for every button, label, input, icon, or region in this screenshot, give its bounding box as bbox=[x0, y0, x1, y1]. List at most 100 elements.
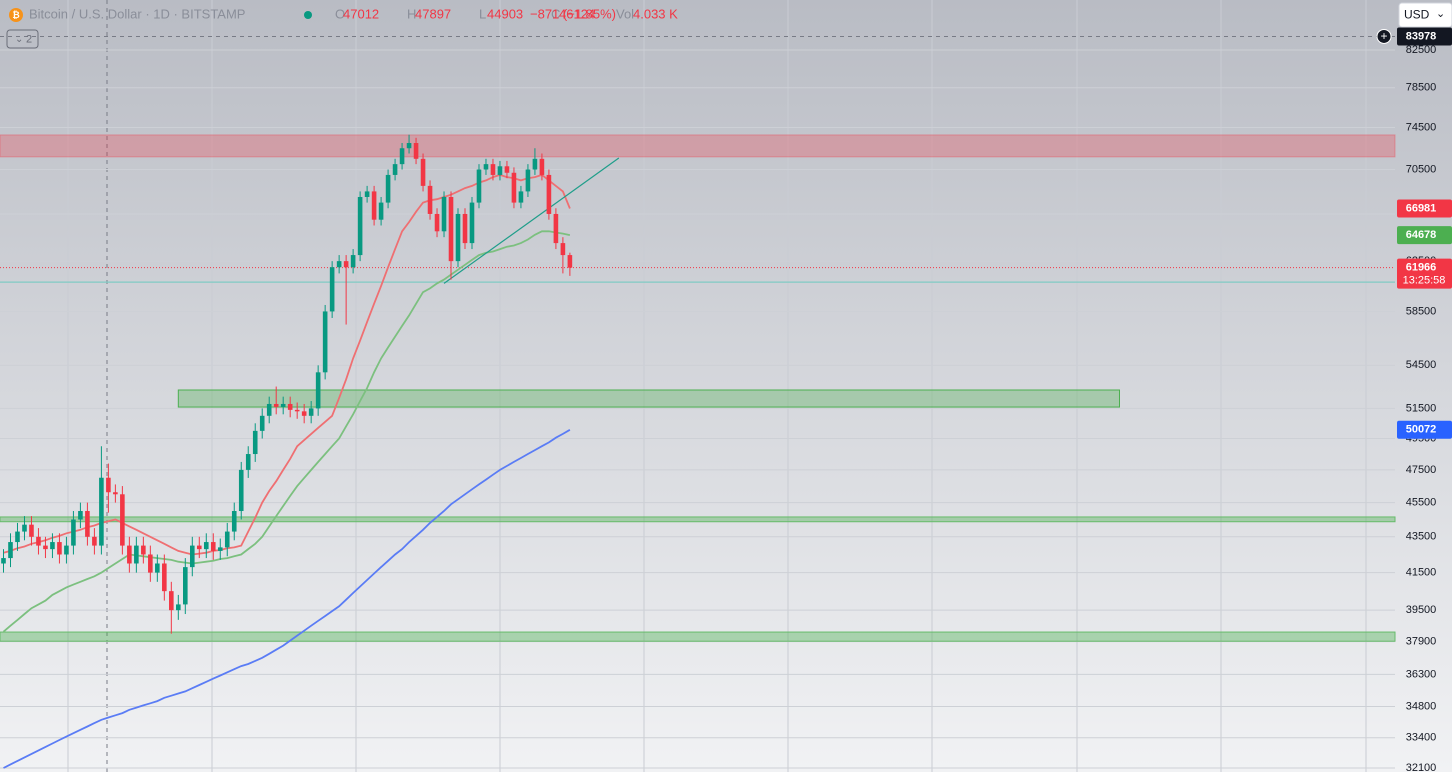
y-tick-label: 39500 bbox=[1406, 604, 1437, 616]
legend-volume-label: Vol bbox=[616, 6, 634, 21]
moving-average bbox=[3, 429, 571, 769]
currency-chevron: ⌄ bbox=[1436, 8, 1445, 20]
y-tick-label: 78500 bbox=[1406, 82, 1437, 94]
y-tick-label: 33400 bbox=[1406, 732, 1437, 744]
moving-average bbox=[3, 173, 571, 556]
candle-body bbox=[203, 542, 209, 550]
candle-body bbox=[78, 511, 83, 520]
moving-average bbox=[2, 230, 571, 633]
candle-body bbox=[329, 267, 335, 312]
candle-body bbox=[148, 554, 153, 573]
candle-body bbox=[162, 563, 167, 592]
candle-body bbox=[413, 143, 419, 159]
legend-close: 46124 bbox=[559, 6, 595, 21]
candle-body bbox=[434, 213, 440, 232]
y-tick-label: 58500 bbox=[1406, 305, 1437, 317]
candle-body bbox=[546, 174, 552, 214]
candle-body bbox=[315, 372, 321, 409]
y-tick-label: 74500 bbox=[1406, 121, 1437, 133]
candle-body bbox=[567, 255, 573, 268]
candle-body bbox=[189, 545, 195, 568]
candle-body bbox=[57, 542, 62, 555]
candle-body bbox=[364, 191, 370, 197]
candle-body bbox=[224, 531, 230, 548]
candle-body bbox=[217, 547, 223, 551]
candle-body bbox=[420, 158, 426, 186]
y-tick-label: 41500 bbox=[1406, 567, 1437, 579]
candle-body bbox=[399, 148, 405, 165]
legend-volume: 4.033 K bbox=[633, 6, 678, 21]
candle-body bbox=[532, 158, 538, 170]
candle-body bbox=[392, 164, 398, 175]
legend-field-label: O bbox=[335, 6, 345, 21]
ma-price-label-box bbox=[1397, 199, 1452, 218]
currency-select[interactable] bbox=[1398, 2, 1452, 28]
ma-price-label: 66981 bbox=[1406, 202, 1437, 214]
y-tick-label: 82500 bbox=[1406, 44, 1437, 56]
candle-body bbox=[106, 477, 111, 493]
candle-body bbox=[134, 545, 139, 564]
candle-body bbox=[22, 524, 27, 532]
candle-body bbox=[462, 213, 468, 244]
candle-body bbox=[322, 311, 328, 373]
candle-body bbox=[490, 164, 496, 175]
candle-body bbox=[350, 255, 356, 268]
candle-body bbox=[427, 185, 433, 214]
candle-body bbox=[406, 143, 412, 149]
y-tick-label: 37900 bbox=[1406, 636, 1437, 648]
candle-body bbox=[336, 261, 342, 268]
candle-body bbox=[553, 213, 559, 244]
candle-body bbox=[455, 213, 461, 262]
vertical-grid bbox=[67, 0, 1367, 772]
candle-body bbox=[141, 545, 146, 555]
candle-body bbox=[560, 243, 566, 256]
symbol-title: Bitcoin / U.S. Dollar · 1D · BITSTAMP bbox=[29, 6, 245, 21]
collapse-button[interactable] bbox=[6, 29, 39, 49]
legend-high: 47897 bbox=[415, 6, 451, 21]
candle-body bbox=[252, 430, 258, 455]
crosshair-price-label: 83978 bbox=[1406, 30, 1437, 42]
candle-body bbox=[92, 536, 97, 546]
candle-body bbox=[483, 164, 489, 170]
y-tick-label: 36300 bbox=[1406, 668, 1437, 680]
candle-body bbox=[155, 563, 160, 573]
currency-label: USD bbox=[1404, 8, 1430, 22]
candle-body bbox=[169, 591, 174, 611]
candle-body bbox=[176, 604, 181, 611]
candle-body bbox=[294, 409, 300, 412]
candle-body bbox=[259, 415, 265, 431]
ma-price-label-box bbox=[1397, 226, 1452, 245]
candle-body bbox=[210, 542, 216, 551]
candle-body bbox=[525, 169, 531, 192]
candle-body bbox=[127, 545, 132, 564]
crosshair-price-label-box bbox=[1397, 27, 1452, 46]
legend-field-label: L bbox=[479, 6, 486, 21]
candle-body bbox=[29, 524, 34, 537]
candle-body bbox=[245, 454, 251, 470]
last-price-label: 61966 bbox=[1406, 262, 1437, 274]
price-zone bbox=[0, 631, 1396, 642]
candle-body bbox=[266, 403, 272, 416]
price-zone bbox=[0, 134, 1396, 158]
candle-body bbox=[511, 172, 517, 203]
candle-body bbox=[64, 545, 69, 555]
y-tick-label: 51500 bbox=[1406, 402, 1437, 414]
candle-body bbox=[287, 403, 293, 410]
candle-body bbox=[273, 403, 279, 407]
add-alert-glyph: + bbox=[1380, 29, 1387, 43]
legend-change: −871 (−1.85%) bbox=[530, 6, 616, 21]
candle-body bbox=[343, 261, 349, 268]
market-status bbox=[304, 11, 312, 19]
candle-body bbox=[441, 196, 447, 232]
candle-body bbox=[448, 196, 454, 262]
y-tick-label: 43500 bbox=[1406, 531, 1437, 543]
trendline bbox=[443, 157, 620, 284]
candle-body bbox=[231, 511, 237, 532]
candle-body bbox=[308, 408, 314, 416]
collapse-count: 2 bbox=[26, 33, 32, 45]
candle-body bbox=[238, 469, 244, 512]
candle-body bbox=[36, 536, 41, 546]
candle-body bbox=[504, 166, 510, 173]
candle-body bbox=[539, 158, 545, 175]
